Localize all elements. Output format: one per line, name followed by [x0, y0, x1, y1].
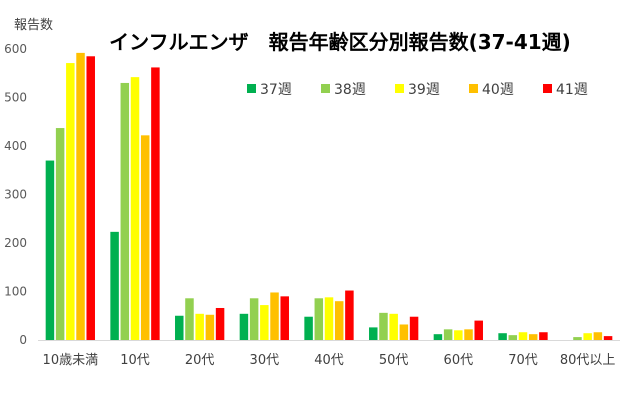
bar: [583, 333, 592, 340]
legend-label: 39週: [408, 82, 440, 98]
bar: [249, 298, 259, 340]
y-axis-title: 報告数: [14, 18, 53, 33]
bar: [345, 290, 354, 340]
bar: [334, 301, 344, 340]
bar: [86, 56, 95, 340]
bar: [151, 67, 160, 341]
bar: [409, 316, 419, 340]
y-tick-label: 0: [19, 333, 27, 347]
bar: [185, 298, 194, 340]
bar: [314, 298, 324, 340]
bar: [120, 82, 130, 340]
bar: [270, 292, 279, 340]
legend-swatch: [543, 84, 552, 93]
bar: [433, 334, 443, 340]
x-tick-label: 80代以上: [560, 353, 616, 368]
bar: [573, 337, 582, 340]
bar: [205, 314, 215, 340]
legend-swatch: [395, 84, 404, 93]
x-tick-label: 20代: [185, 353, 215, 368]
bar: [175, 315, 184, 340]
y-tick-label: 400: [4, 139, 27, 153]
x-tick-label: 40代: [314, 353, 344, 368]
bar: [130, 77, 140, 340]
bar: [55, 128, 65, 340]
x-tick-label: 10代: [120, 353, 150, 368]
legend-swatch: [321, 84, 330, 93]
x-tick-label: 10歳未満: [43, 353, 99, 368]
bar: [304, 316, 313, 340]
legend-swatch: [247, 84, 256, 93]
bars: [45, 52, 613, 341]
bar: [508, 335, 518, 340]
bar: [518, 332, 528, 340]
y-tick-label: 300: [4, 188, 27, 202]
bar: [389, 313, 398, 340]
legend-label: 41週: [556, 82, 588, 98]
bar: [454, 330, 463, 340]
y-axis-ticks: 0 100 200 300 400 500 600: [4, 42, 27, 347]
bar: [603, 336, 613, 340]
x-axis-ticks: 10歳未満 10代 20代 30代 40代 50代 60代 70代 80代以上: [43, 353, 616, 368]
y-tick-label: 500: [4, 91, 27, 105]
bar: [140, 135, 150, 340]
bar: [369, 327, 378, 340]
bar: [539, 332, 548, 340]
bar: [399, 324, 409, 340]
y-tick-label: 200: [4, 236, 27, 250]
chart-title: インフルエンザ 報告年齢区分別報告数(37-41週): [109, 30, 571, 54]
legend-label: 37週: [260, 82, 292, 98]
bar: [195, 313, 204, 340]
legend: 37週 38週 39週 40週 41週: [247, 82, 588, 98]
x-tick-label: 60代: [444, 353, 474, 368]
bar: [260, 305, 269, 340]
bar: [45, 160, 55, 340]
legend-label: 38週: [334, 82, 366, 98]
y-tick-label: 100: [4, 285, 27, 299]
legend-swatch: [469, 84, 478, 93]
bar: [215, 307, 225, 340]
bar: [110, 231, 119, 340]
bar: [593, 332, 603, 340]
bar: [280, 296, 289, 340]
bar: [528, 334, 538, 340]
bar: [379, 312, 388, 340]
bar: [239, 313, 249, 340]
x-tick-label: 50代: [379, 353, 409, 368]
bar: [474, 320, 483, 340]
bar: [464, 329, 473, 340]
bar: [76, 52, 85, 340]
bar: [443, 329, 453, 340]
bar: [498, 333, 507, 340]
y-tick-label: 600: [4, 42, 27, 56]
x-tick-label: 70代: [508, 353, 538, 368]
x-tick-label: 30代: [250, 353, 280, 368]
bar: [66, 63, 75, 341]
legend-label: 40週: [482, 82, 514, 98]
bar: [324, 297, 334, 340]
